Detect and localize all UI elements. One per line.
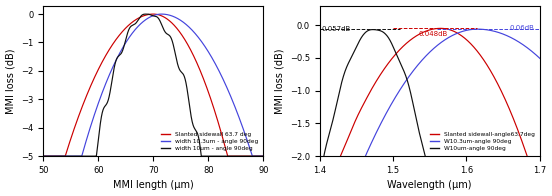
- Text: 0.057dB: 0.057dB: [322, 26, 351, 32]
- Text: 0.06dB: 0.06dB: [509, 25, 534, 31]
- Y-axis label: MMI loss (dB): MMI loss (dB): [274, 48, 284, 114]
- Y-axis label: MMI loss (dB): MMI loss (dB): [6, 48, 15, 114]
- Text: 0.048dB: 0.048dB: [419, 31, 448, 37]
- Legend: Slanted sidewall 63.7 deg, width 10.3um - angle 90deg, width 10um - angle 90deg: Slanted sidewall 63.7 deg, width 10.3um …: [159, 129, 261, 153]
- X-axis label: Wavelength (μm): Wavelength (μm): [388, 181, 472, 191]
- Legend: Slanted sidewall-angle63.7deg, W10.3um-angle 90deg, W10um-angle 90deg: Slanted sidewall-angle63.7deg, W10.3um-a…: [428, 129, 537, 153]
- X-axis label: MMI length (μm): MMI length (μm): [113, 181, 194, 191]
